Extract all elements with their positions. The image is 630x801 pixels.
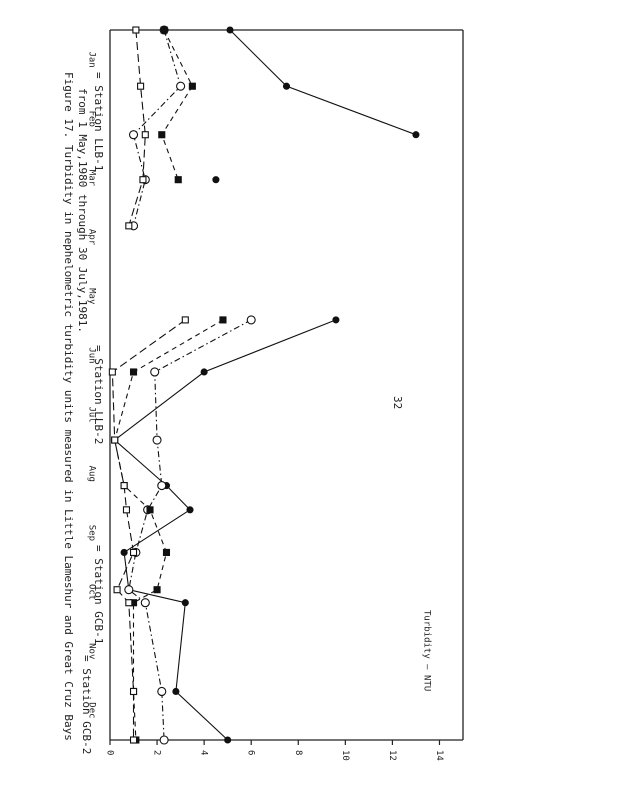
- y-tick-label: 0: [105, 750, 115, 755]
- marker: [113, 586, 121, 594]
- y-tick-label: 4: [199, 750, 209, 755]
- marker: [141, 131, 149, 139]
- marker: [120, 548, 128, 556]
- x-tick-label: Jun: [87, 347, 97, 363]
- marker: [157, 686, 167, 697]
- marker: [412, 131, 420, 139]
- y-tick-label: 10: [340, 750, 350, 761]
- marker: [152, 435, 162, 445]
- marker: [200, 368, 208, 376]
- marker: [128, 130, 139, 140]
- frame: [109, 29, 464, 741]
- marker: [226, 26, 234, 34]
- marker: [120, 482, 128, 490]
- marker: [157, 481, 167, 491]
- marker: [132, 26, 140, 34]
- x-tick-label: Feb: [87, 111, 97, 127]
- y-tick-label: 8: [293, 750, 303, 755]
- marker: [219, 316, 227, 324]
- caption-subtitle: from 1 May,1980 through 30 July,1981.: [76, 88, 89, 333]
- marker: [186, 506, 194, 514]
- marker: [146, 506, 154, 514]
- marker: [129, 687, 138, 696]
- x-tick-label: Nov: [87, 643, 97, 659]
- marker: [140, 598, 150, 608]
- marker: [172, 687, 180, 696]
- y-tick-label: 2: [152, 750, 162, 755]
- marker: [124, 585, 134, 595]
- marker: [139, 176, 147, 184]
- marker: [162, 548, 171, 556]
- marker: [129, 368, 138, 376]
- marker: [129, 736, 138, 744]
- marker: [174, 176, 182, 184]
- x-tick-label: Mar: [87, 170, 97, 187]
- marker: [224, 736, 232, 744]
- y-tick-label: 14: [434, 750, 444, 761]
- marker: [129, 548, 138, 556]
- marker: [176, 81, 186, 91]
- legend-entry: = Station LLB-2: [92, 345, 105, 444]
- marker: [108, 368, 116, 376]
- legend-entry: = Station LLB-1: [92, 72, 105, 171]
- marker: [188, 82, 196, 90]
- legend-entry: = Station GCB-1: [92, 545, 105, 644]
- x-tick-label: Oct: [87, 584, 97, 600]
- marker: [150, 367, 160, 377]
- x-tick-label: Sep: [87, 525, 97, 541]
- series-line: [114, 29, 224, 741]
- x-tick-label: May: [87, 288, 97, 305]
- marker: [246, 315, 256, 325]
- legend-entry: = Station GCB-2: [80, 655, 93, 754]
- y-tick-label: 12: [387, 750, 397, 761]
- y-tick-label: 6: [246, 750, 256, 755]
- marker: [111, 436, 119, 444]
- marker: [181, 316, 189, 324]
- x-tick-label: Jul: [87, 406, 97, 422]
- marker: [125, 599, 133, 607]
- page-number: 32: [391, 396, 404, 409]
- marker: [159, 735, 169, 745]
- marker: [153, 586, 161, 594]
- x-tick-label: Aug: [87, 466, 97, 482]
- series-line: [111, 29, 186, 740]
- marker: [160, 26, 168, 34]
- marker: [158, 131, 166, 139]
- marker: [282, 82, 291, 90]
- marker: [122, 506, 131, 514]
- marker: [125, 222, 133, 230]
- marker: [332, 316, 340, 324]
- marker: [181, 599, 189, 607]
- x-tick-label: Jan: [87, 51, 97, 67]
- x-tick-label: Apr: [87, 229, 97, 246]
- caption-title: Figure 17. Turbidity in nephelometric tu…: [62, 72, 75, 741]
- x-tick-label: Dec: [87, 702, 97, 718]
- marker: [212, 176, 220, 184]
- marker: [137, 82, 145, 90]
- y-axis-label: Turbidity — NTU: [422, 610, 432, 691]
